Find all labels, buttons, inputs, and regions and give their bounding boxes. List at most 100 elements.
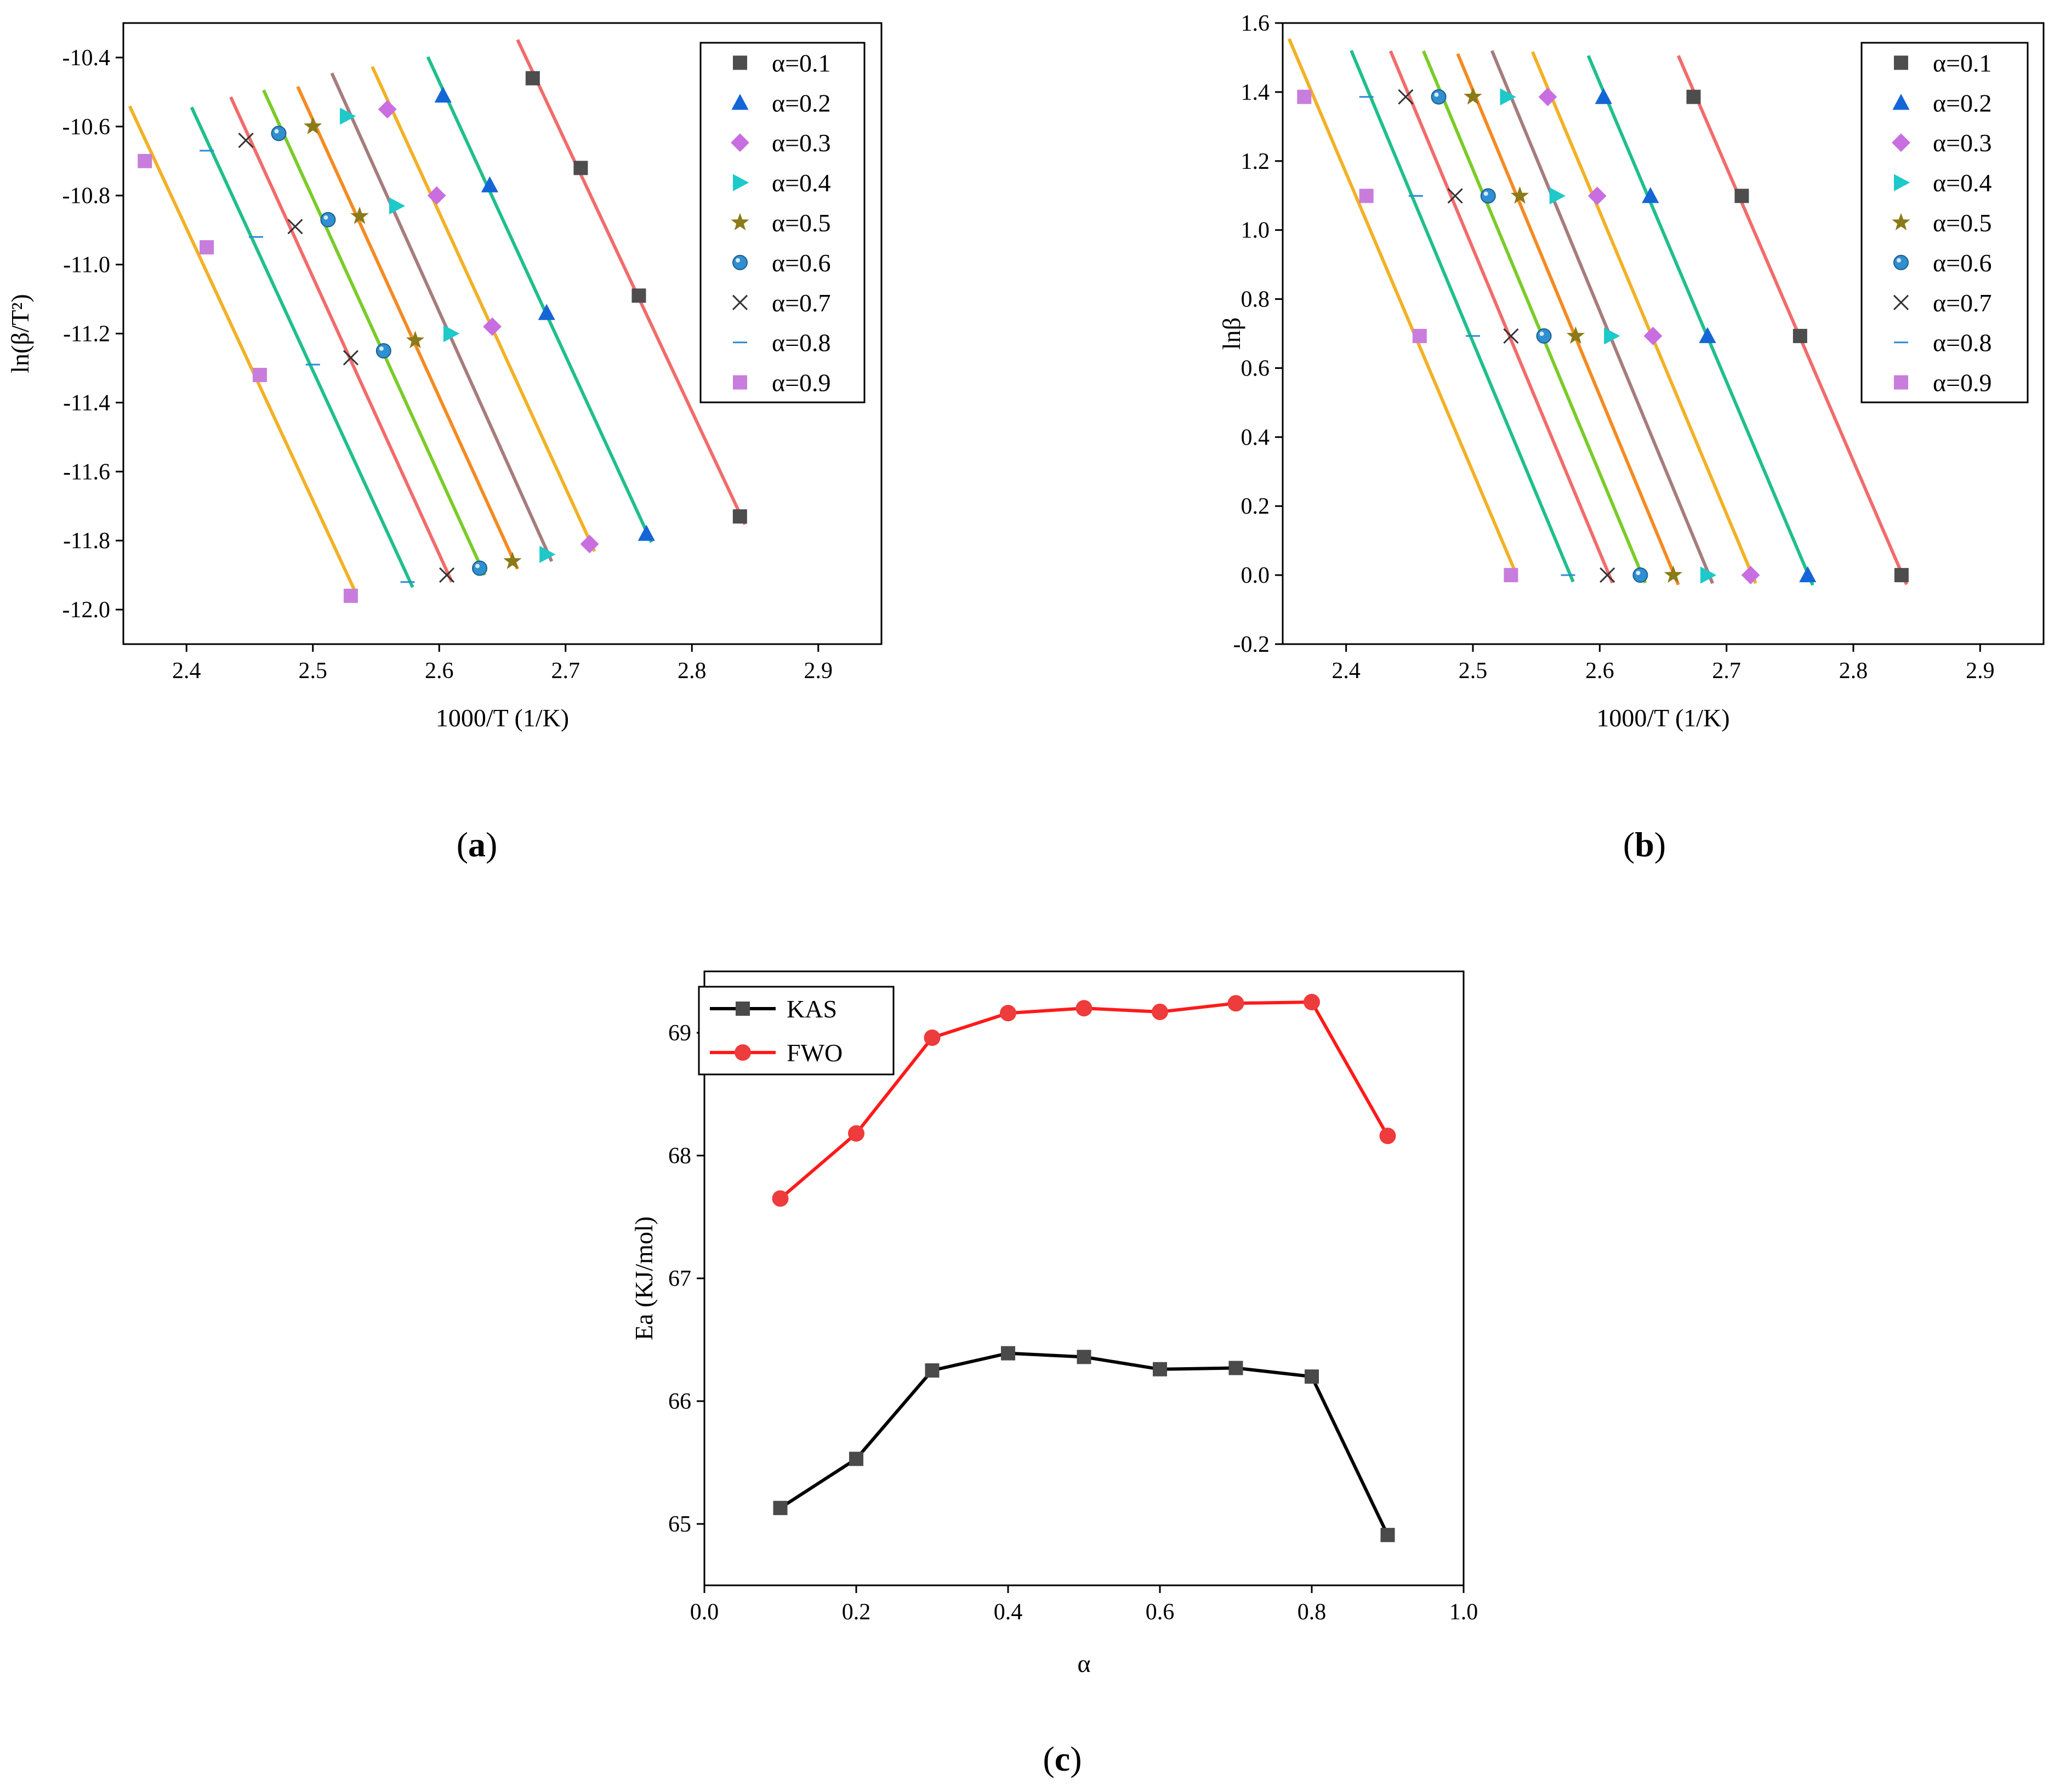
y-tick-label: 1.6 xyxy=(1241,11,1270,36)
fit-line xyxy=(1586,55,1814,586)
legend-label: α=0.5 xyxy=(772,209,831,237)
legend-item: α=0.9 xyxy=(733,369,831,397)
x-tick-label: 0.0 xyxy=(690,1600,719,1625)
legend-label: α=0.9 xyxy=(1933,369,1992,397)
series-α=0.5 xyxy=(296,86,522,570)
data-point xyxy=(483,317,502,336)
panel-label: (a) xyxy=(457,825,498,864)
legend-item: α=0.5 xyxy=(731,209,831,237)
data-point xyxy=(439,567,455,583)
legend-item: α=0.6 xyxy=(732,249,831,277)
data-point xyxy=(343,588,358,603)
series-α=0.4 xyxy=(330,72,556,563)
chart-panel-1: 2.4 2.5 2.6 2.7 2.8 2.9 -12.0 -11.8 -11.6 -11.4 -1… xyxy=(6,22,883,864)
plot-frame xyxy=(1282,22,2045,645)
y-tick-label: 68 xyxy=(668,1144,691,1169)
panel-label-part: ) xyxy=(1654,825,1666,864)
series-α=0.7 xyxy=(229,96,455,583)
x-tick-label: 0.6 xyxy=(1146,1600,1175,1625)
legend-marker xyxy=(1892,133,1910,152)
y-tick-label: -10.4 xyxy=(62,45,111,71)
fit-line xyxy=(1422,50,1647,584)
legend-box xyxy=(699,42,866,403)
data-point-highlight xyxy=(1636,571,1641,576)
series-α=0.8 xyxy=(190,106,415,588)
panel-label-part: a xyxy=(468,825,486,864)
x-tick-label: 2.5 xyxy=(1459,658,1488,684)
data-point xyxy=(304,117,322,134)
data-point xyxy=(732,509,747,524)
legend-marker-highlight xyxy=(1897,258,1901,263)
y-tick-label: 67 xyxy=(668,1266,691,1292)
y-tick-label: -11.2 xyxy=(63,322,110,347)
legend-marker xyxy=(1893,254,1909,270)
legend-label: α=0.6 xyxy=(1933,249,1992,277)
series-line xyxy=(779,1351,1390,1536)
fit-line xyxy=(262,89,486,576)
y-tick-label: 0.2 xyxy=(1241,494,1270,519)
x-axis-title: 1000/T (1/K) xyxy=(436,704,569,732)
fit-line xyxy=(1287,38,1518,574)
panel-label-part: ( xyxy=(1623,825,1635,864)
series-α=0.5 xyxy=(1456,53,1683,585)
legend-label: α=0.6 xyxy=(772,249,831,277)
data-point xyxy=(1379,1128,1396,1145)
data-point xyxy=(320,212,336,227)
y-tick-label: 0.6 xyxy=(1241,356,1270,381)
data-point xyxy=(1741,566,1760,585)
fit-line xyxy=(426,56,653,543)
fit-line xyxy=(128,105,357,594)
data-point xyxy=(525,71,540,86)
data-point xyxy=(1228,1361,1243,1375)
y-tick-label: -11.4 xyxy=(63,390,110,416)
y-tick-label: -10.6 xyxy=(62,115,111,140)
data-point xyxy=(538,304,555,320)
panel-label-part: ( xyxy=(457,825,468,864)
legend-item: α=0.7 xyxy=(1893,289,1992,317)
legend-label: α=0.1 xyxy=(772,49,831,77)
data-point xyxy=(1700,566,1717,584)
series-α=0.1 xyxy=(1677,55,1909,585)
chart-panel-3: 0.0 0.2 0.4 0.6 0.8 1.0 65 66 67 68 69 α Ea (KJ/mol)… xyxy=(630,970,1478,1778)
data-point xyxy=(1359,189,1374,203)
y-tick-label: -11.8 xyxy=(63,528,110,554)
legend-label: α=0.5 xyxy=(1933,209,1992,237)
legend-item: α=0.4 xyxy=(733,169,831,197)
data-point xyxy=(1431,89,1447,105)
x-tick-label: 0.2 xyxy=(842,1600,871,1625)
data-point xyxy=(1304,994,1320,1010)
data-point-highlight xyxy=(1483,191,1488,196)
data-point xyxy=(350,206,369,224)
data-point xyxy=(1001,1346,1015,1361)
panel-label-part: ( xyxy=(1043,1739,1054,1778)
data-point xyxy=(472,560,488,576)
y-tick-label: -12.0 xyxy=(62,598,111,623)
data-point xyxy=(406,331,425,349)
y-tick-label: 69 xyxy=(668,1021,691,1046)
legend-marker xyxy=(732,294,748,310)
legend-label: α=0.1 xyxy=(1933,49,1992,77)
y-tick-label: 65 xyxy=(668,1512,691,1537)
x-tick-label: 2.9 xyxy=(1966,658,1995,684)
data-point xyxy=(1642,187,1659,203)
data-point xyxy=(378,100,397,119)
legend-label: α=0.3 xyxy=(1933,129,1992,157)
y-tick-label: 66 xyxy=(668,1389,691,1414)
data-point xyxy=(1153,1362,1167,1376)
legend-marker xyxy=(735,1044,751,1061)
data-point xyxy=(1503,328,1519,344)
legend-label: α=0.7 xyxy=(1933,289,1992,317)
data-point xyxy=(773,1500,788,1515)
data-point xyxy=(481,176,499,192)
data-point xyxy=(1480,188,1496,204)
x-tick-label: 2.5 xyxy=(299,658,328,684)
data-point xyxy=(287,219,303,235)
x-tick-label: 2.7 xyxy=(551,658,581,684)
data-point xyxy=(1000,1005,1016,1022)
fit-line xyxy=(1456,53,1680,585)
series-α=0.7 xyxy=(1388,50,1615,584)
data-point xyxy=(1734,189,1749,203)
data-point xyxy=(772,1190,789,1207)
series-α=0.3 xyxy=(1530,51,1760,585)
